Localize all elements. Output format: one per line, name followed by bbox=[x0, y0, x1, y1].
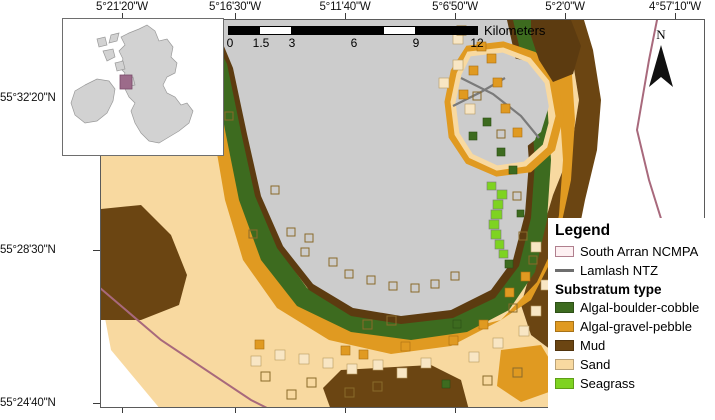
seagrass-patches bbox=[486, 181, 509, 259]
legend-item-label: Sand bbox=[580, 357, 611, 372]
ntz-line-icon bbox=[555, 269, 574, 272]
algal-gravel-pebble-swatch-icon bbox=[555, 321, 574, 332]
lon-label: 5°6'50"W bbox=[432, 1, 478, 13]
sample-squares-gravel bbox=[254, 41, 531, 360]
scale-tick: 0 bbox=[226, 36, 234, 50]
legend-item-algal-gravel-pebble[interactable]: Algal-gravel-pebble bbox=[555, 317, 715, 336]
scale-tick: 12 bbox=[470, 36, 484, 50]
legend-item-label: Algal-boulder-cobble bbox=[580, 300, 700, 315]
uk-ireland-outline bbox=[70, 24, 194, 144]
scale-bar-graphic bbox=[228, 26, 478, 35]
scale-tick: 9 bbox=[412, 36, 420, 50]
legend: Legend South Arran NCMPA Lamlash NTZ Sub… bbox=[548, 218, 715, 420]
sand-swatch-icon bbox=[555, 359, 574, 370]
scale-tick: 1.5 bbox=[252, 36, 270, 50]
scale-tick: 3 bbox=[288, 36, 296, 50]
legend-item-algal-boulder-cobble[interactable]: Algal-boulder-cobble bbox=[555, 298, 715, 317]
scale-bar: 0 1.5 3 6 9 12 Kilometers bbox=[226, 23, 546, 51]
scale-bar-ticks: 0 1.5 3 6 9 12 bbox=[226, 36, 484, 51]
lat-label: 55°24'40"N bbox=[0, 397, 56, 409]
lon-label: 5°2'0"W bbox=[545, 1, 585, 13]
substratum-gravel-south-lobe bbox=[497, 345, 553, 402]
legend-item-seagrass[interactable]: Seagrass bbox=[555, 374, 715, 393]
algal-boulder-cobble-swatch-icon bbox=[555, 302, 574, 313]
substratum-mud-west-polygon bbox=[101, 205, 187, 320]
ncmpa-swatch-icon bbox=[555, 246, 574, 257]
legend-substratum-heading: Substratum type bbox=[555, 282, 662, 297]
legend-title: Legend bbox=[555, 222, 611, 239]
lon-label: 4°57'10"W bbox=[649, 1, 701, 13]
legend-item-ncmpa[interactable]: South Arran NCMPA bbox=[555, 242, 715, 261]
sample-squares-algal-boulder bbox=[441, 117, 525, 389]
lon-label: 5°11'40"W bbox=[319, 1, 371, 13]
lamlash-bay-gravel-ring bbox=[444, 41, 564, 177]
north-arrow: N bbox=[640, 28, 682, 98]
lon-label: 5°16'30"W bbox=[209, 1, 261, 13]
mud-swatch-icon bbox=[555, 340, 574, 351]
inset-highlight-arran bbox=[119, 74, 133, 90]
seagrass-swatch-icon bbox=[555, 378, 574, 389]
north-arrow-icon bbox=[649, 45, 673, 87]
sample-squares-sand bbox=[250, 33, 552, 379]
lat-label: 55°28'30"N bbox=[0, 244, 56, 256]
scale-tick: 6 bbox=[350, 36, 358, 50]
substratum-mud-south-polygon bbox=[323, 365, 469, 407]
lon-label: 5°21'20"W bbox=[96, 1, 148, 13]
legend-item-label: Algal-gravel-pebble bbox=[580, 319, 693, 334]
legend-item-mud[interactable]: Mud bbox=[555, 336, 715, 355]
legend-item-ntz[interactable]: Lamlash NTZ bbox=[555, 261, 715, 280]
legend-item-label: Seagrass bbox=[580, 376, 635, 391]
legend-item-label: South Arran NCMPA bbox=[580, 244, 699, 259]
lat-label: 55°32'20"N bbox=[0, 92, 56, 104]
north-headland-mud bbox=[531, 20, 581, 82]
scale-bar-unit-label: Kilometers bbox=[484, 23, 546, 38]
ncmpa-boundary-southwest bbox=[101, 287, 268, 407]
legend-item-label: Lamlash NTZ bbox=[580, 263, 659, 278]
substratum-algal-boulder-cobble-band bbox=[193, 20, 551, 340]
north-arrow-label: N bbox=[656, 27, 666, 42]
inset-locator-map[interactable] bbox=[62, 18, 224, 156]
lamlash-bay-sand-ring bbox=[450, 47, 556, 171]
legend-item-label: Mud bbox=[580, 338, 606, 353]
substratum-gravel-band bbox=[161, 20, 575, 354]
legend-item-sand[interactable]: Sand bbox=[555, 355, 715, 374]
